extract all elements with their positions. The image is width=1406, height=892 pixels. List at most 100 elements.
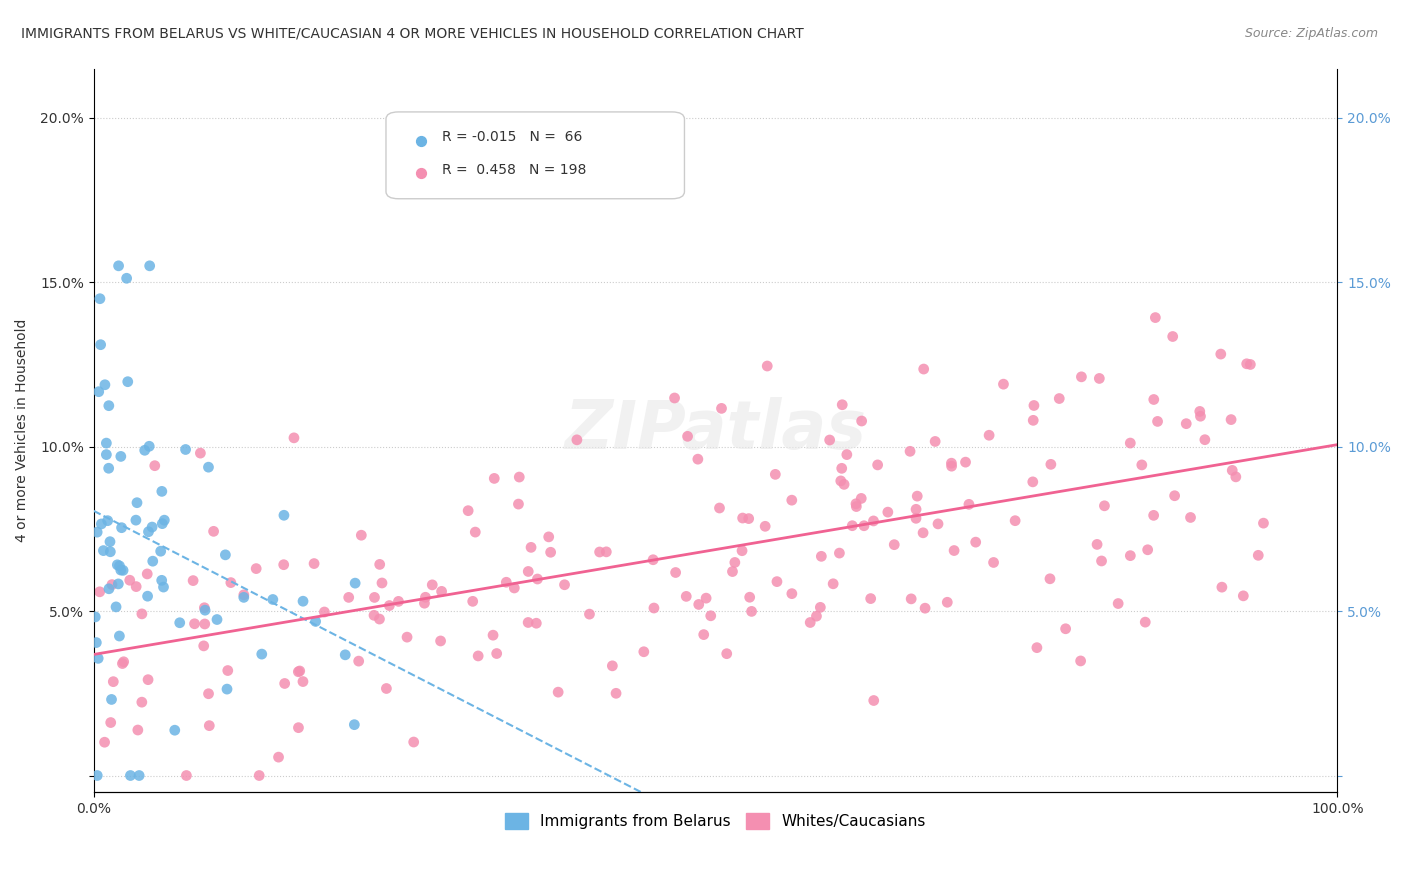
Point (304, 615, 326, 629)
Point (89, 584, 111, 599)
Point (138, 524, 160, 539)
Point (1088, 371, 1111, 385)
Point (117, 375, 139, 389)
Point (314, 605, 336, 619)
Point (110, 450, 132, 464)
Y-axis label: 4 or more Vehicles in Household: 4 or more Vehicles in Household (15, 318, 30, 542)
Point (194, 603, 217, 617)
Point (396, 630, 419, 644)
Point (904, 511, 927, 525)
Point (1232, 589, 1254, 603)
Point (1188, 404, 1211, 418)
Point (217, 664, 239, 678)
Point (143, 458, 166, 473)
Point (181, 574, 204, 588)
Point (941, 459, 963, 474)
Point (215, 682, 238, 697)
Point (914, 601, 936, 615)
Point (1180, 510, 1202, 524)
Point (1070, 369, 1092, 384)
Point (936, 595, 959, 609)
Point (595, 545, 617, 559)
Point (665, 566, 688, 580)
Point (363, 608, 385, 623)
Point (100, 715, 122, 730)
Point (193, 600, 215, 615)
Point (194, 617, 217, 632)
Point (112, 655, 135, 669)
Point (912, 525, 935, 540)
Point (1119, 436, 1142, 450)
Point (142, 554, 165, 568)
Point (1054, 622, 1077, 636)
Point (136, 673, 159, 687)
Text: R =  0.458   N = 198: R = 0.458 N = 198 (441, 163, 586, 177)
Point (738, 591, 761, 605)
Point (101, 577, 124, 591)
Point (943, 543, 966, 558)
Point (905, 502, 928, 516)
Point (163, 723, 186, 738)
Point (1239, 358, 1261, 372)
Text: R = -0.015   N =  66: R = -0.015 N = 66 (441, 130, 582, 145)
Point (343, 717, 366, 731)
Point (464, 525, 486, 540)
Point (721, 565, 744, 579)
Point (688, 598, 710, 612)
Point (710, 401, 733, 416)
Point (731, 511, 754, 525)
Point (153, 513, 176, 527)
Point (110, 521, 132, 535)
Point (250, 647, 273, 661)
Point (371, 576, 394, 591)
Point (107, 259, 129, 273)
Legend: Immigrants from Belarus, Whites/Caucasians: Immigrants from Belarus, Whites/Caucasia… (499, 806, 932, 835)
Point (862, 693, 884, 707)
Point (197, 460, 219, 475)
Point (368, 612, 391, 626)
Point (105, 558, 128, 572)
Point (832, 477, 855, 491)
Point (1039, 572, 1062, 586)
Point (283, 431, 305, 445)
Point (128, 768, 150, 782)
Point (96, 448, 118, 462)
Point (1022, 475, 1045, 489)
Point (983, 556, 1005, 570)
Point (94, 377, 117, 392)
Point (845, 500, 868, 514)
Text: Source: ZipAtlas.com: Source: ZipAtlas.com (1244, 27, 1378, 40)
Point (993, 377, 1015, 392)
Point (108, 558, 131, 573)
Point (905, 489, 928, 503)
Point (810, 549, 832, 564)
Point (344, 576, 367, 591)
Point (957, 497, 980, 511)
Point (1163, 489, 1185, 503)
Point (851, 414, 873, 428)
Point (176, 768, 198, 782)
Point (461, 594, 484, 608)
Point (149, 544, 172, 558)
Point (508, 470, 530, 484)
Point (808, 600, 831, 615)
Point (245, 561, 267, 575)
Point (93, 735, 115, 749)
Point (288, 664, 311, 678)
Point (86, 635, 108, 649)
Point (924, 434, 946, 449)
Point (108, 629, 131, 643)
Point (676, 429, 699, 443)
Point (900, 591, 922, 606)
Point (578, 607, 600, 621)
Point (517, 615, 540, 630)
Point (138, 439, 160, 453)
Point (1175, 417, 1198, 431)
Point (664, 391, 686, 405)
Point (853, 518, 876, 533)
Point (554, 578, 576, 592)
Point (98, 534, 121, 549)
Point (150, 484, 173, 499)
Point (287, 721, 309, 735)
Point (87, 651, 110, 665)
